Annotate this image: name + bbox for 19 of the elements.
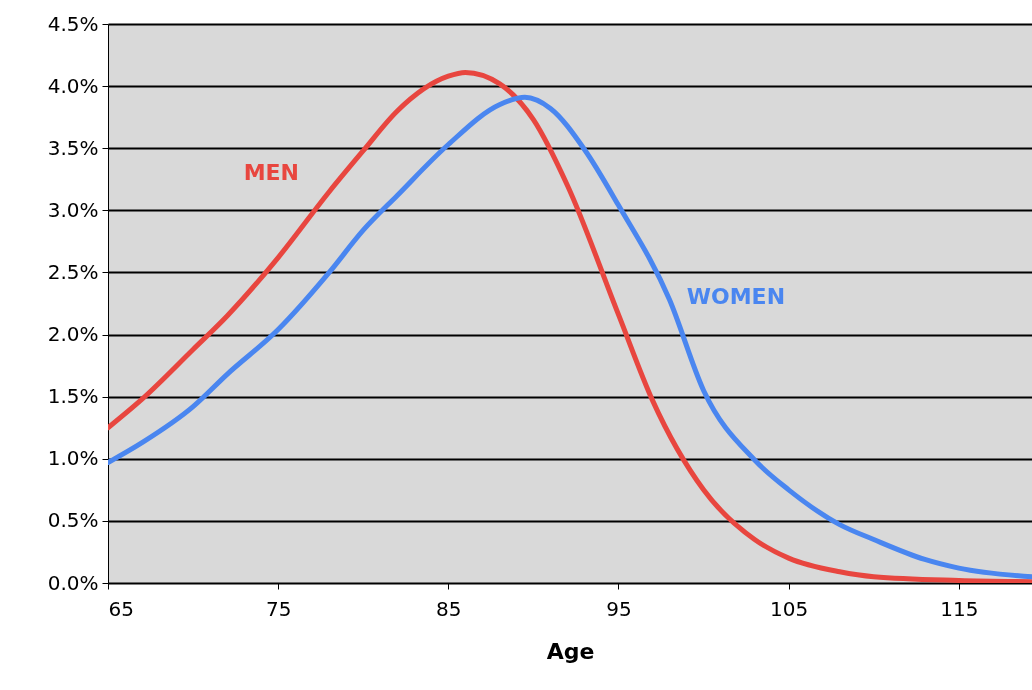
- series-label: WOMEN: [686, 284, 786, 310]
- y-tick-label: 0.0%: [47, 570, 99, 595]
- x-tick-label: 105: [770, 596, 809, 621]
- y-tick-label: 0.5%: [47, 508, 99, 533]
- series-label: MEN: [243, 160, 300, 186]
- x-tick-label: 75: [265, 596, 292, 621]
- y-tick-label: 2.5%: [47, 259, 99, 284]
- y-tick-label: 4.5%: [47, 11, 99, 36]
- y-tick-label: 3.0%: [47, 197, 99, 222]
- y-tick-label: 3.5%: [47, 135, 99, 160]
- y-tick-label: 1.0%: [47, 446, 99, 471]
- x-axis-title: Age: [546, 638, 595, 664]
- x-tick-label: 65: [108, 596, 134, 621]
- y-tick-label: 4.0%: [47, 73, 99, 98]
- x-tick-label: 85: [436, 596, 462, 621]
- x-tick-label: 115: [940, 596, 979, 621]
- x-tick-label: 95: [606, 596, 632, 621]
- y-tick-label: 2.0%: [47, 322, 99, 347]
- y-tick-label: 1.5%: [47, 384, 99, 409]
